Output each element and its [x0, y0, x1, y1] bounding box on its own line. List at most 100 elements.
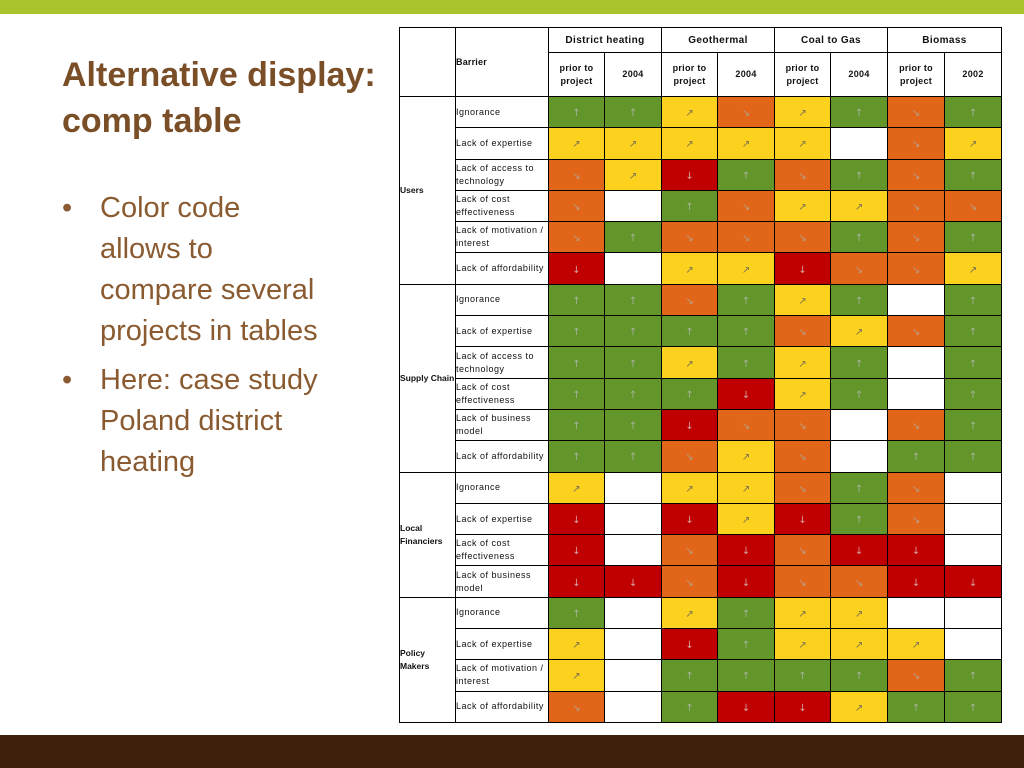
- arrow-up-right-icon: [969, 266, 977, 276]
- rating-cell: [661, 189, 719, 223]
- arrow-up-right-icon: [855, 704, 863, 714]
- rating-cell: [661, 158, 719, 191]
- barrier-label: Ignorance: [455, 95, 549, 129]
- arrow-up-icon: [969, 109, 977, 119]
- barrier-label: Lack of affordability: [455, 252, 549, 285]
- table-header: Barrier District heating Geothermal Coal to…: [399, 27, 1003, 97]
- rating-cell: [548, 346, 605, 379]
- rating-cell: [887, 346, 946, 379]
- arrow-down-right-icon: [855, 266, 863, 276]
- arrow-down-icon: [742, 579, 750, 589]
- rating-cell: [830, 283, 889, 317]
- rating-cell: [717, 534, 776, 567]
- arrow-up-icon: [629, 109, 637, 119]
- arrow-up-icon: [855, 391, 863, 401]
- rating-cell: [944, 628, 1003, 661]
- arrow-down-right-icon: [798, 172, 806, 182]
- rating-cell: [548, 315, 605, 348]
- rating-cell: [830, 659, 889, 692]
- arrow-up-icon: [742, 297, 750, 307]
- arrow-up-icon: [855, 234, 863, 244]
- arrow-up-icon: [685, 672, 693, 682]
- rating-cell: [548, 283, 605, 317]
- rating-cell: [603, 565, 663, 598]
- rating-cell: [603, 408, 663, 442]
- rating-cell: [887, 315, 946, 348]
- arrow-down-icon: [798, 704, 806, 714]
- rating-cell: [661, 127, 719, 160]
- arrow-down-right-icon: [742, 234, 750, 244]
- rating-cell: [774, 408, 832, 442]
- arrow-up-right-icon: [742, 453, 750, 463]
- rating-cell: [548, 127, 605, 160]
- arrow-down-icon: [912, 579, 920, 589]
- arrow-up-icon: [969, 453, 977, 463]
- arrow-down-icon: [572, 579, 580, 589]
- arrow-up-right-icon: [855, 610, 863, 620]
- rating-cell: [830, 471, 889, 504]
- period-header: 2002: [944, 52, 1003, 97]
- barrier-label: Lack of business model: [455, 565, 549, 598]
- arrow-down-right-icon: [912, 203, 920, 213]
- header-row-periods: prior to project 2004 prior to project 2004…: [400, 52, 1003, 97]
- barrier-label: Lack of affordability: [455, 690, 549, 723]
- arrow-down-right-icon: [685, 547, 693, 557]
- arrow-down-right-icon: [912, 485, 920, 495]
- arrow-up-right-icon: [685, 140, 693, 150]
- rating-cell: [661, 565, 719, 598]
- rating-cell: [944, 408, 1003, 442]
- rating-cell: [944, 252, 1003, 285]
- rating-cell: [774, 659, 832, 692]
- barrier-label: Lack of cost effectiveness: [455, 377, 549, 410]
- barrier-label: Lack of motivation / interest: [455, 221, 549, 254]
- arrow-down-right-icon: [912, 516, 920, 526]
- arrow-up-icon: [969, 422, 977, 432]
- rating-cell: [944, 221, 1003, 254]
- rating-cell: [548, 628, 605, 661]
- arrow-up-icon: [685, 704, 693, 714]
- rating-cell: [603, 596, 663, 630]
- bullet-line: Poland district: [100, 405, 283, 437]
- rating-cell: [661, 221, 719, 254]
- rating-cell: [774, 690, 832, 723]
- rating-cell: [887, 283, 946, 317]
- rating-cell: [830, 95, 889, 129]
- arrow-up-icon: [685, 203, 693, 213]
- rating-cell: [717, 95, 776, 129]
- arrow-up-icon: [572, 328, 580, 338]
- rating-cell: [887, 189, 946, 223]
- barrier-label: Lack of affordability: [455, 440, 549, 473]
- arrow-up-icon: [629, 391, 637, 401]
- rating-cell: [944, 346, 1003, 379]
- title-line: comp table: [62, 102, 242, 140]
- arrow-down-right-icon: [912, 234, 920, 244]
- arrow-down-icon: [572, 516, 580, 526]
- rating-cell: [603, 95, 663, 129]
- arrow-up-icon: [572, 453, 580, 463]
- arrow-down-icon: [798, 516, 806, 526]
- table-row: Users Ignorance: [399, 95, 1003, 285]
- rating-cell: [548, 189, 605, 223]
- rating-cell: [830, 221, 889, 254]
- stakeholder-category: Local Financiers: [399, 471, 456, 598]
- rating-cell: [661, 502, 719, 536]
- bullet-line: Color code: [100, 192, 241, 224]
- arrow-up-icon: [969, 172, 977, 182]
- rating-cell: [774, 440, 832, 473]
- rating-cell: [548, 95, 605, 129]
- arrow-up-icon: [572, 297, 580, 307]
- rating-cell: [887, 127, 946, 160]
- rating-cell: [717, 315, 776, 348]
- arrow-up-right-icon: [572, 485, 580, 495]
- arrow-up-icon: [629, 234, 637, 244]
- rating-cell: [717, 283, 776, 317]
- rating-cell: [774, 596, 832, 630]
- table-row: Lack of motivation / interest: [400, 659, 1003, 692]
- rating-cell: [717, 471, 776, 504]
- title-line: Alternative display:: [62, 56, 376, 94]
- rating-cell: [661, 377, 719, 410]
- arrow-up-icon: [969, 391, 977, 401]
- rating-cell: [717, 440, 776, 473]
- arrow-up-right-icon: [855, 328, 863, 338]
- arrow-up-icon: [969, 672, 977, 682]
